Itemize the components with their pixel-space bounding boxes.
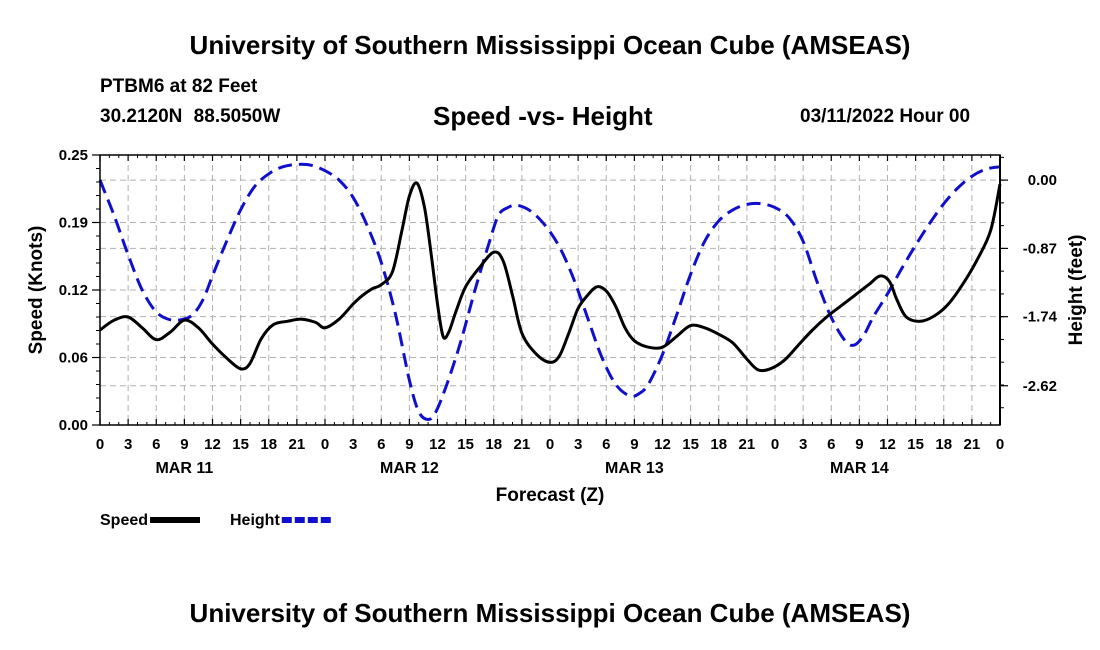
x-tick-label: 0 [96,436,104,453]
x-tick-label: 12 [429,436,446,453]
x-tick-label: 3 [349,436,357,453]
speed-series-line [99,181,1002,373]
x-tick-label: 21 [964,436,981,453]
date-label: MAR 14 [830,460,889,477]
x-tick-label: 18 [935,436,952,453]
grid-lines [100,155,1000,425]
station-label: PTBM6 at 82 Feet [100,76,258,97]
x-tick-label: 6 [827,436,835,453]
x-tick-label: 12 [654,436,671,453]
chart-subtitle: Speed -vs- Height [433,101,653,131]
x-tick-label: 21 [514,436,531,453]
date-label: MAR 13 [605,460,664,477]
y-tick-label: 0.00 [59,417,88,434]
x-tick-label: 18 [485,436,502,453]
x-tick-label: 9 [855,436,863,453]
axis-labels: 0 3 6 9 12 15 18 21 0 3 6 9 12 15 18 21 0 3 6 9 12 15 18 21 0 3 6 9… [59,147,1058,477]
x-tick-label: 15 [682,436,699,453]
x-tick-label: 3 [799,436,807,453]
legend-label: Height [230,512,280,529]
legend: Speed Height [100,512,332,529]
x-tick-label: 6 [602,436,610,453]
x-tick-label: 12 [879,436,896,453]
footer-title: University of Southern Mississippi Ocean… [189,598,911,628]
date-label: MAR 11 [155,460,213,477]
y2-axis-title: Height (feet) [1066,235,1087,346]
x-tick-label: 0 [996,436,1004,453]
x-tick-label: 6 [377,436,385,453]
y2-tick-label: 0.00 [1028,172,1057,189]
legend-label: Speed [100,512,148,529]
x-tick-label: 0 [771,436,779,453]
x-tick-label: 9 [180,436,188,453]
x-tick-label: 15 [232,436,249,453]
date-label: MAR 12 [380,460,439,477]
station-coordinates: 30.2120N 88.5050W [100,106,281,127]
x-tick-label: 21 [289,436,306,453]
y-tick-label: 0.06 [59,350,88,367]
x-tick-label: 15 [907,436,924,453]
chart-title: University of Southern Mississippi Ocean… [189,30,911,60]
y-tick-label: 0.19 [59,215,88,232]
x-tick-label: 0 [321,436,329,453]
forecast-datetime: 03/11/2022 Hour 00 [800,106,971,127]
x-tick-label: 0 [546,436,554,453]
x-tick-label: 3 [124,436,132,453]
x-tick-label: 15 [457,436,474,453]
x-tick-label: 6 [152,436,160,453]
x-tick-label: 9 [630,436,638,453]
y-tick-label: 0.12 [59,282,88,299]
x-tick-label: 18 [260,436,277,453]
x-tick-label: 12 [204,436,221,453]
y2-tick-label: -2.62 [1023,378,1057,395]
x-tick-label: 21 [739,436,756,453]
y2-tick-label: -0.87 [1023,240,1057,257]
x-tick-label: 9 [405,436,413,453]
height-series-line [98,162,1001,421]
x-axis-title: Forecast (Z) [496,485,605,506]
x-tick-label: 3 [574,436,582,453]
x-tick-label: 18 [710,436,727,453]
y2-tick-label: -1.74 [1023,309,1058,326]
y-axis-title: Speed (Knots) [26,226,47,355]
axis-ticks [92,154,1008,426]
y-tick-label: 0.25 [59,147,88,164]
series-layer [98,162,1002,421]
